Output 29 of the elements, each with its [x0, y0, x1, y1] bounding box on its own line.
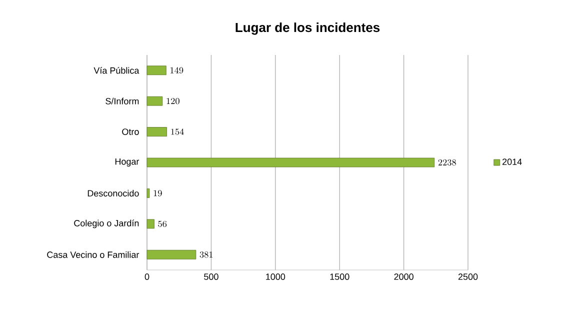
chart-title: Lugar de los incidentes	[236, 22, 380, 35]
bar	[146, 188, 150, 198]
y-tick-label: Casa Vecino o Familiar	[47, 251, 140, 258]
y-tick-label: S/Inform	[106, 98, 139, 104]
legend-label: 2014	[502, 158, 522, 165]
bar	[146, 66, 166, 76]
data-label: 19	[154, 190, 162, 196]
data-label: 2238	[438, 159, 456, 166]
y-tick-label: Colegio o Jardín	[74, 220, 139, 228]
y-tick-label: Otro	[122, 128, 139, 135]
y-tick-label: Desconocido	[88, 190, 139, 197]
data-label: 56	[158, 220, 167, 228]
bar	[146, 96, 163, 106]
x-tick-label: 1000	[266, 274, 286, 280]
x-tick-label: 1500	[330, 274, 350, 280]
bar	[146, 127, 167, 136]
y-tick-label: Vía Pública	[94, 66, 140, 74]
y-tick-label: Hogar	[115, 158, 140, 167]
data-label: 154	[171, 128, 184, 135]
x-tick-label: 2500	[458, 274, 478, 280]
data-label: 381	[200, 252, 213, 258]
data-label: 149	[170, 67, 184, 74]
data-label: 120	[166, 98, 180, 104]
bar	[146, 219, 154, 229]
bar	[146, 158, 435, 168]
x-tick-label: 2000	[394, 274, 414, 280]
x-tick-label: 500	[204, 274, 218, 280]
x-tick-label: 0	[144, 274, 150, 280]
bar	[146, 250, 196, 260]
